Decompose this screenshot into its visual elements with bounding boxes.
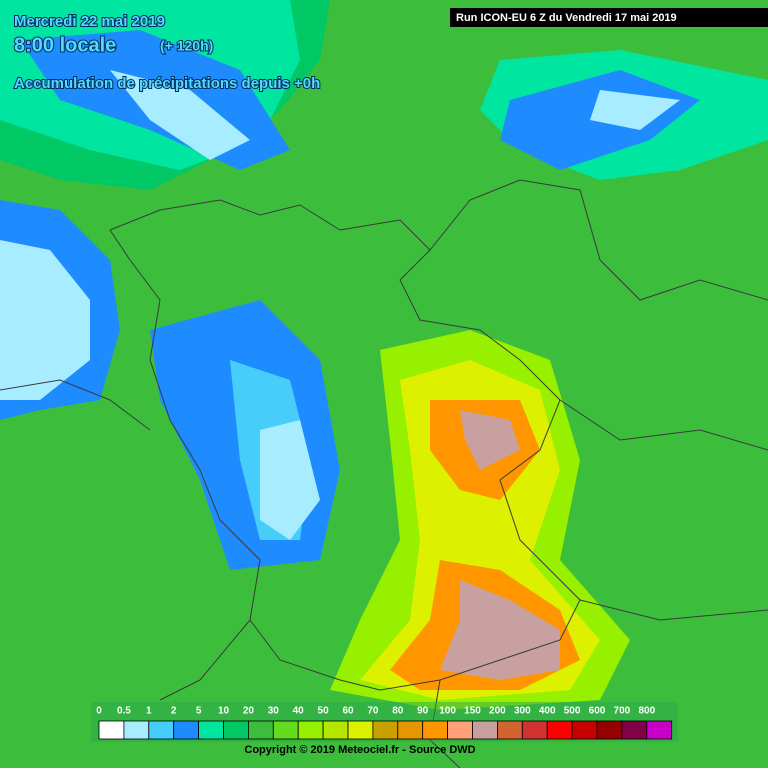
- legend-label: 800: [638, 706, 655, 717]
- legend-label: 1: [146, 706, 152, 717]
- legend-label: 5: [196, 706, 202, 717]
- legend-label: 500: [564, 706, 581, 717]
- legend-swatch: [173, 720, 199, 740]
- legend-label: 40: [293, 706, 305, 717]
- legend-label: 700: [614, 706, 631, 717]
- legend-swatch: [521, 720, 548, 740]
- run-info: Run ICON-EU 6 Z du Vendredi 17 mai 2019: [456, 12, 677, 24]
- legend-swatch: [472, 720, 498, 740]
- forecast-offset: (+ 120h): [160, 38, 213, 54]
- legend-swatch: [247, 720, 274, 740]
- legend-label: 150: [464, 706, 481, 717]
- legend-swatch: [148, 720, 175, 740]
- legend-label: 60: [342, 706, 354, 717]
- legend-swatch: [372, 720, 399, 740]
- legend-label: 20: [243, 706, 255, 717]
- legend-label: 10: [218, 706, 230, 717]
- legend-swatch: [546, 720, 573, 740]
- legend-swatch: [496, 720, 523, 740]
- legend-label: 0.5: [117, 706, 131, 717]
- legend-swatch: [596, 720, 623, 740]
- legend-swatch: [347, 720, 374, 740]
- legend-label: 90: [417, 706, 429, 717]
- legend-label: 0: [96, 706, 102, 717]
- legend-swatch: [198, 720, 224, 740]
- legend-swatch: [422, 720, 449, 740]
- legend-label: 2: [171, 706, 177, 717]
- legend: 0 0.5 1 2 5 10 20 30 40 50 60 70 80 90 100 150 200 300 400…: [91, 702, 678, 742]
- legend-label: 200: [489, 706, 506, 717]
- copyright: Copyright © 2019 Meteociel.fr - Source D…: [244, 744, 475, 756]
- legend-swatch: [646, 720, 673, 740]
- legend-label: 50: [318, 706, 330, 717]
- legend-label: 300: [514, 706, 531, 717]
- legend-label: 400: [539, 706, 556, 717]
- legend-swatch: [297, 720, 324, 740]
- product-title: Accumulation de précipitations depuis +0…: [14, 75, 320, 92]
- legend-label: 30: [268, 706, 280, 717]
- legend-swatch: [621, 720, 648, 740]
- legend-label: 80: [392, 706, 404, 717]
- legend-swatch: [447, 720, 473, 740]
- header: Mercredi 22 mai 2019 8:00 locale (+ 120h…: [13, 8, 768, 93]
- legend-swatch: [322, 720, 349, 740]
- time: 8:00 locale: [14, 34, 116, 56]
- legend-label: 100: [439, 706, 456, 717]
- legend-swatch: [397, 720, 424, 740]
- run-box: [450, 8, 768, 27]
- precipitation-field: [0, 0, 768, 710]
- legend-swatch: [123, 720, 150, 740]
- legend-swatch: [223, 720, 249, 740]
- country-borders: [0, 179, 768, 769]
- legend-label: 600: [589, 706, 606, 717]
- legend-swatch: [98, 720, 125, 740]
- legend-swatch: [571, 720, 598, 740]
- date: Mercredi 22 mai 2019: [14, 13, 165, 30]
- legend-swatch: [272, 720, 299, 740]
- legend-label: 70: [367, 706, 379, 717]
